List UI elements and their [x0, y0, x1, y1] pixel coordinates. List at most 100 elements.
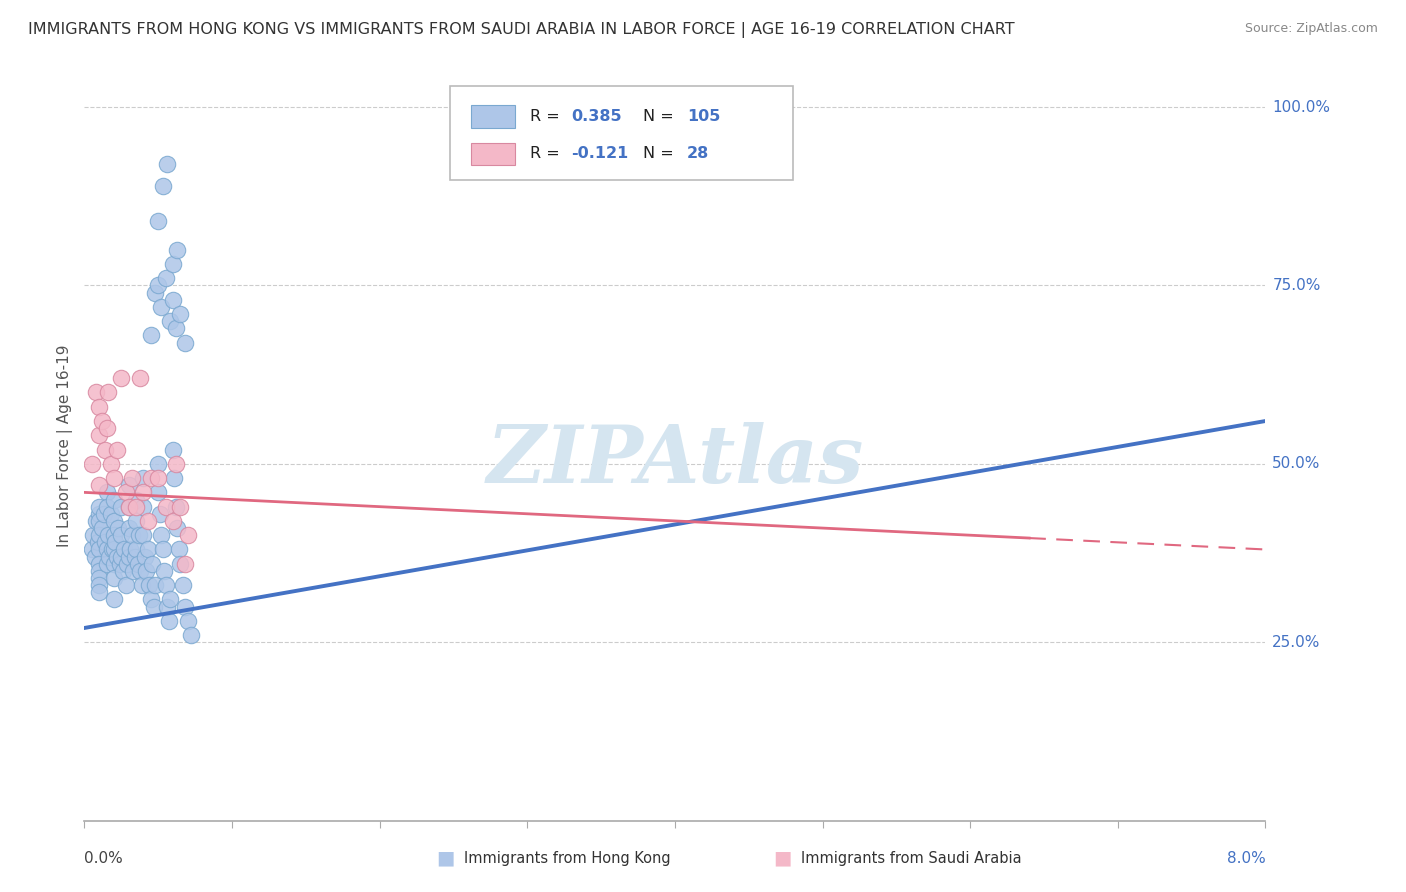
Point — [139, 328, 162, 343]
Point — [87, 571, 111, 585]
Point — [155, 578, 177, 592]
Bar — [471, 143, 516, 165]
Point — [122, 564, 145, 578]
Point — [172, 578, 194, 592]
Point — [131, 578, 153, 592]
Point — [148, 457, 170, 471]
Point — [118, 521, 141, 535]
Point — [114, 485, 136, 500]
Point — [80, 457, 103, 471]
Point — [162, 514, 184, 528]
Point — [100, 507, 122, 521]
Point — [153, 564, 176, 578]
Point — [111, 564, 134, 578]
Bar — [471, 105, 516, 128]
Text: 75.0%: 75.0% — [1272, 278, 1320, 293]
Point — [142, 599, 165, 614]
Point — [94, 535, 117, 549]
Point — [162, 257, 184, 271]
Point — [114, 578, 136, 592]
Text: ■: ■ — [773, 848, 792, 868]
Point — [87, 478, 111, 492]
Text: N =: N = — [643, 146, 679, 161]
Point — [149, 507, 172, 521]
Point — [103, 471, 125, 485]
Point — [177, 614, 200, 628]
Point — [148, 214, 170, 228]
Point — [86, 535, 108, 549]
Point — [84, 385, 107, 400]
Point — [173, 335, 195, 350]
Point — [105, 549, 128, 564]
Text: ZIPAtlas: ZIPAtlas — [486, 422, 863, 500]
Point — [87, 428, 111, 442]
Point — [120, 542, 142, 557]
Point — [112, 542, 135, 557]
Point — [103, 528, 125, 542]
Point — [136, 514, 159, 528]
Point — [163, 471, 186, 485]
Point — [139, 592, 162, 607]
Point — [110, 371, 132, 385]
Point — [87, 578, 111, 592]
Point — [159, 314, 181, 328]
Point — [150, 528, 173, 542]
Point — [87, 507, 111, 521]
Point — [121, 528, 143, 542]
Point — [94, 442, 117, 457]
Point — [110, 500, 132, 514]
Point — [108, 557, 131, 571]
Text: IMMIGRANTS FROM HONG KONG VS IMMIGRANTS FROM SAUDI ARABIA IN LABOR FORCE | AGE 1: IMMIGRANTS FROM HONG KONG VS IMMIGRANTS … — [28, 22, 1015, 38]
Text: 105: 105 — [686, 109, 720, 124]
Point — [96, 421, 118, 435]
Point — [87, 585, 111, 599]
Point — [103, 571, 125, 585]
Point — [87, 528, 111, 542]
Point — [87, 514, 111, 528]
Point — [104, 535, 127, 549]
Point — [118, 478, 141, 492]
Point — [169, 557, 191, 571]
Point — [141, 557, 163, 571]
Point — [124, 549, 146, 564]
Point — [110, 549, 132, 564]
Point — [84, 514, 107, 528]
Point — [96, 557, 118, 571]
Point — [96, 500, 118, 514]
Point — [165, 500, 187, 514]
Point — [129, 564, 152, 578]
Text: 0.0%: 0.0% — [84, 851, 124, 866]
Point — [136, 542, 159, 557]
Y-axis label: In Labor Force | Age 16-19: In Labor Force | Age 16-19 — [58, 344, 73, 548]
Text: 50.0%: 50.0% — [1272, 457, 1320, 471]
Point — [96, 542, 118, 557]
Point — [115, 557, 138, 571]
Text: 0.385: 0.385 — [571, 109, 621, 124]
Point — [173, 599, 195, 614]
Point — [166, 521, 188, 535]
Point — [143, 578, 166, 592]
Point — [118, 549, 141, 564]
Point — [156, 599, 179, 614]
Point — [143, 285, 166, 300]
Text: Immigrants from Saudi Arabia: Immigrants from Saudi Arabia — [801, 851, 1022, 865]
Point — [97, 385, 120, 400]
Point — [132, 500, 155, 514]
Point — [165, 321, 187, 335]
Point — [91, 521, 114, 535]
Point — [103, 557, 125, 571]
Point — [169, 307, 191, 321]
Point — [121, 471, 143, 485]
Point — [128, 528, 150, 542]
Point — [135, 564, 157, 578]
Point — [132, 471, 155, 485]
Text: 8.0%: 8.0% — [1226, 851, 1265, 866]
Text: 28: 28 — [686, 146, 709, 161]
Point — [169, 500, 191, 514]
Point — [155, 271, 177, 285]
Point — [87, 500, 111, 514]
Point — [167, 542, 190, 557]
Point — [152, 178, 174, 193]
Point — [134, 549, 156, 564]
Point — [157, 614, 180, 628]
